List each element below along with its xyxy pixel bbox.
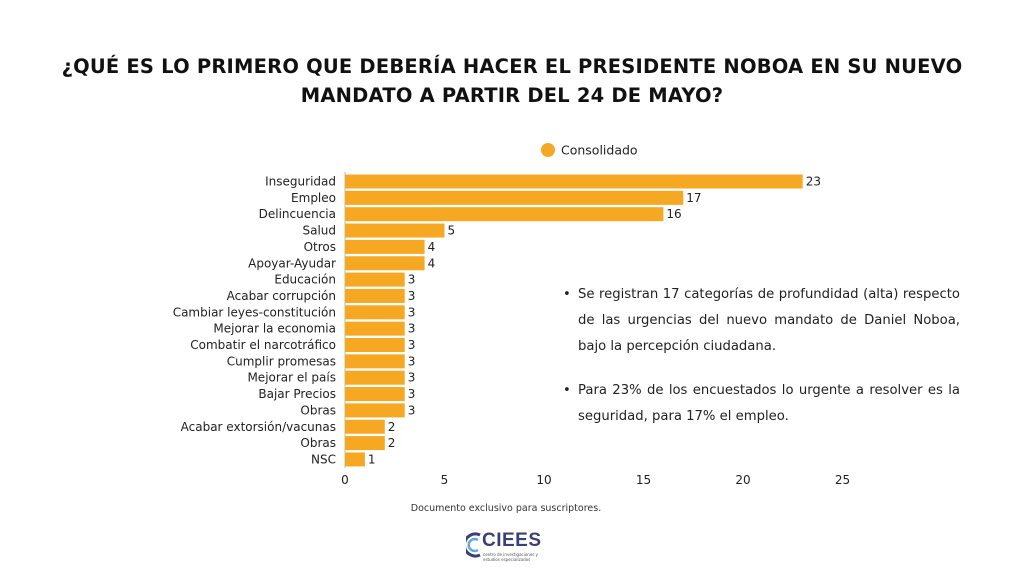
x-axis-ticks: 0 5 10 15 20 25	[341, 473, 850, 487]
legend-swatch	[541, 143, 555, 157]
note-2-text: Para 23% de los encuestados lo urgente a…	[578, 383, 960, 424]
ciees-logo: CIEES centro de investigaciones y estudi…	[466, 530, 556, 564]
notes: • Se registran 17 categorías de profundi…	[563, 282, 960, 448]
data-label: 3	[408, 273, 416, 287]
data-label: 1	[368, 452, 376, 466]
data-label: 3	[408, 354, 416, 368]
data-label: 3	[408, 371, 416, 385]
x-tick-label: 15	[636, 473, 651, 487]
data-label: 4	[428, 256, 436, 270]
category-label: Mejorar la economia	[213, 322, 336, 336]
chart-title-line-2: MANDATO A PARTIR DEL 24 DE MAYO?	[300, 84, 724, 107]
logo-name: CIEES	[482, 530, 542, 551]
category-label: Combatir el narcotráfico	[190, 338, 336, 352]
category-label: Acabar corrupción	[227, 289, 336, 303]
category-label: Delincuencia	[259, 207, 336, 221]
data-label: 3	[408, 338, 416, 352]
bar	[345, 174, 803, 189]
logo-tagline: centro de investigaciones y estudios esp…	[483, 552, 539, 562]
bullet-1: •	[563, 287, 571, 302]
x-tick-label: 25	[835, 473, 850, 487]
category-label: Educación	[274, 273, 336, 287]
legend: Consolidado	[541, 143, 638, 158]
bar	[345, 419, 385, 434]
bar	[345, 387, 405, 402]
data-label: 2	[388, 420, 396, 434]
data-label: 3	[408, 322, 416, 336]
logo-mark-icon	[466, 532, 481, 558]
bar	[345, 190, 684, 205]
bar	[345, 338, 405, 352]
note-1-text: Se registran 17 categorías de profundida…	[578, 287, 960, 354]
category-label: Cumplir promesas	[227, 354, 336, 368]
bar	[345, 239, 425, 254]
bar	[345, 452, 365, 467]
bar	[345, 403, 405, 418]
category-label: Salud	[302, 224, 336, 238]
category-label: Mejorar el país	[247, 371, 336, 385]
category-label: Cambiar leyes-constitución	[173, 305, 336, 319]
x-tick-label: 0	[341, 473, 349, 487]
category-label: Obras	[300, 403, 336, 417]
data-label: 3	[408, 403, 416, 417]
category-label: Apoyar-Ayudar	[248, 256, 336, 270]
note-2: • Para 23% de los encuestados lo urgente…	[563, 378, 960, 430]
bar	[345, 207, 664, 222]
bar	[345, 288, 405, 303]
bar	[345, 321, 405, 336]
category-label: Acabar extorsión/vacunas	[181, 420, 336, 434]
bullet-2: •	[563, 383, 571, 398]
category-label: Otros	[304, 240, 336, 254]
x-tick-label: 5	[441, 473, 449, 487]
data-label: 2	[388, 436, 396, 450]
category-label: Bajar Precios	[258, 387, 336, 401]
data-label: 4	[428, 240, 436, 254]
category-label: NSC	[311, 452, 336, 466]
note-1: • Se registran 17 categorías de profundi…	[563, 282, 960, 360]
category-label: Inseguridad	[265, 175, 336, 189]
bar	[345, 370, 405, 385]
data-label: 3	[408, 387, 416, 401]
data-label: 16	[666, 207, 681, 221]
footer-disclaimer: Documento exclusivo para suscriptores.	[410, 503, 602, 514]
x-tick-label: 20	[735, 473, 750, 487]
legend-label: Consolidado	[561, 143, 638, 158]
bar	[345, 436, 385, 451]
data-label: 5	[448, 224, 456, 238]
category-label: Obras	[300, 436, 336, 450]
bar	[345, 256, 425, 271]
data-label: 17	[686, 191, 701, 205]
bar	[345, 272, 405, 287]
bar	[345, 223, 445, 238]
chart-title-line-1: ¿QUÉ ES LO PRIMERO QUE DEBERÍA HACER EL …	[61, 55, 963, 78]
x-tick-label: 10	[536, 473, 551, 487]
data-label: 23	[806, 175, 821, 189]
category-label: Empleo	[291, 191, 336, 205]
bar	[345, 305, 405, 320]
data-label: 3	[408, 289, 416, 303]
bar	[345, 354, 405, 369]
data-label: 3	[408, 305, 416, 319]
chart-title: ¿QUÉ ES LO PRIMERO QUE DEBERÍA HACER EL …	[40, 52, 984, 110]
